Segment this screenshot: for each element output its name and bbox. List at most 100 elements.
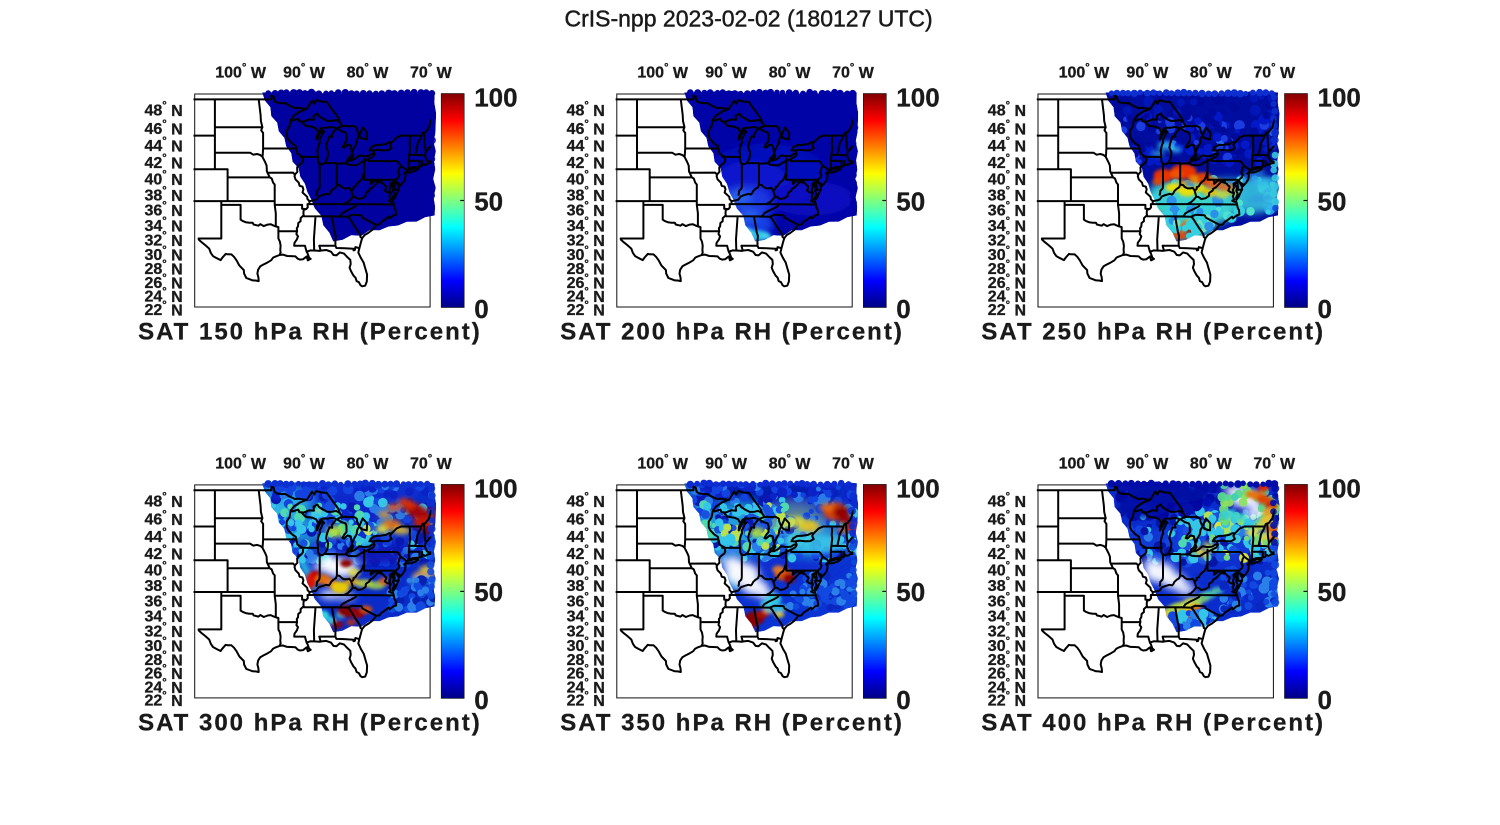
svg-text:48° N: 48° N [988,100,1026,120]
svg-text:26° N: 26° N [988,663,1026,683]
svg-text:34° N: 34° N [988,606,1026,626]
svg-text:24° N: 24° N [988,286,1026,306]
svg-text:90° W: 90° W [1126,62,1169,82]
svg-text:40° N: 40° N [144,169,182,189]
svg-text:80° W: 80° W [347,62,390,82]
svg-text:28° N: 28° N [988,649,1026,669]
svg-text:44° N: 44° N [144,527,182,547]
svg-text:50: 50 [1318,577,1347,607]
svg-text:100° W: 100° W [637,453,689,473]
svg-text:36° N: 36° N [988,200,1026,220]
svg-text:24° N: 24° N [567,677,605,697]
svg-text:32° N: 32° N [144,230,182,250]
svg-text:30° N: 30° N [567,244,605,264]
svg-text:26° N: 26° N [988,272,1026,292]
svg-text:SAT 400 hPa RH (Percent): SAT 400 hPa RH (Percent) [981,710,1325,737]
svg-text:100: 100 [474,83,517,113]
svg-text:28° N: 28° N [567,259,605,279]
svg-text:28° N: 28° N [144,259,182,279]
svg-text:100° W: 100° W [215,453,267,473]
svg-text:100° W: 100° W [215,62,267,82]
svg-text:100: 100 [896,83,939,113]
svg-text:40° N: 40° N [567,560,605,580]
svg-text:36° N: 36° N [144,200,182,220]
svg-text:46° N: 46° N [567,509,605,529]
svg-text:22° N: 22° N [144,299,182,319]
svg-text:24° N: 24° N [144,286,182,306]
svg-text:22° N: 22° N [988,690,1026,710]
svg-text:80° W: 80° W [769,453,812,473]
svg-text:50: 50 [474,186,503,216]
svg-text:0: 0 [1318,685,1332,715]
svg-text:26° N: 26° N [144,663,182,683]
svg-text:26° N: 26° N [144,272,182,292]
svg-text:70° W: 70° W [832,453,875,473]
svg-text:46° N: 46° N [567,118,605,138]
svg-text:34° N: 34° N [988,215,1026,235]
svg-text:40° N: 40° N [988,169,1026,189]
svg-text:38° N: 38° N [988,185,1026,205]
svg-text:42° N: 42° N [988,544,1026,564]
svg-text:100: 100 [474,473,517,503]
svg-text:36° N: 36° N [567,200,605,220]
svg-text:38° N: 38° N [144,576,182,596]
svg-text:0: 0 [896,685,910,715]
svg-text:34° N: 34° N [144,215,182,235]
svg-text:100: 100 [896,473,939,503]
svg-text:80° W: 80° W [769,62,812,82]
svg-text:100: 100 [1318,473,1361,503]
svg-text:32° N: 32° N [988,230,1026,250]
svg-text:46° N: 46° N [144,509,182,529]
svg-text:24° N: 24° N [144,677,182,697]
svg-text:34° N: 34° N [567,215,605,235]
svg-text:38° N: 38° N [144,185,182,205]
svg-text:70° W: 70° W [1253,62,1296,82]
svg-text:40° N: 40° N [988,560,1026,580]
svg-text:100° W: 100° W [1059,62,1111,82]
svg-text:90° W: 90° W [283,62,326,82]
svg-text:38° N: 38° N [988,576,1026,596]
svg-text:0: 0 [474,294,488,324]
svg-text:50: 50 [896,577,925,607]
svg-text:90° W: 90° W [705,453,748,473]
svg-text:70° W: 70° W [832,62,875,82]
svg-text:30° N: 30° N [988,244,1026,264]
svg-text:30° N: 30° N [144,635,182,655]
svg-text:100° W: 100° W [1059,453,1111,473]
svg-text:100: 100 [1318,83,1361,113]
svg-text:48° N: 48° N [144,491,182,511]
svg-text:42° N: 42° N [988,153,1026,173]
svg-text:46° N: 46° N [988,509,1026,529]
svg-text:32° N: 32° N [988,621,1026,641]
svg-text:22° N: 22° N [567,299,605,319]
svg-text:30° N: 30° N [144,244,182,264]
svg-text:44° N: 44° N [988,527,1026,547]
svg-text:90° W: 90° W [283,453,326,473]
svg-text:50: 50 [896,186,925,216]
svg-text:26° N: 26° N [567,663,605,683]
svg-text:46° N: 46° N [144,118,182,138]
svg-text:38° N: 38° N [567,576,605,596]
svg-text:48° N: 48° N [988,491,1026,511]
svg-text:36° N: 36° N [144,591,182,611]
svg-text:80° W: 80° W [1190,453,1233,473]
svg-text:42° N: 42° N [144,153,182,173]
svg-text:90° W: 90° W [1126,453,1169,473]
svg-text:36° N: 36° N [567,591,605,611]
svg-text:34° N: 34° N [144,606,182,626]
svg-text:SAT 250 hPa RH (Percent): SAT 250 hPa RH (Percent) [981,319,1325,346]
svg-text:48° N: 48° N [567,491,605,511]
svg-text:32° N: 32° N [144,621,182,641]
svg-text:22° N: 22° N [567,690,605,710]
svg-text:28° N: 28° N [567,649,605,669]
svg-text:40° N: 40° N [567,169,605,189]
svg-text:80° W: 80° W [1190,62,1233,82]
svg-text:36° N: 36° N [988,591,1026,611]
svg-text:44° N: 44° N [567,527,605,547]
svg-text:24° N: 24° N [988,677,1026,697]
svg-text:38° N: 38° N [567,185,605,205]
svg-text:28° N: 28° N [144,649,182,669]
svg-text:26° N: 26° N [567,272,605,292]
svg-text:42° N: 42° N [567,544,605,564]
svg-text:28° N: 28° N [988,259,1026,279]
